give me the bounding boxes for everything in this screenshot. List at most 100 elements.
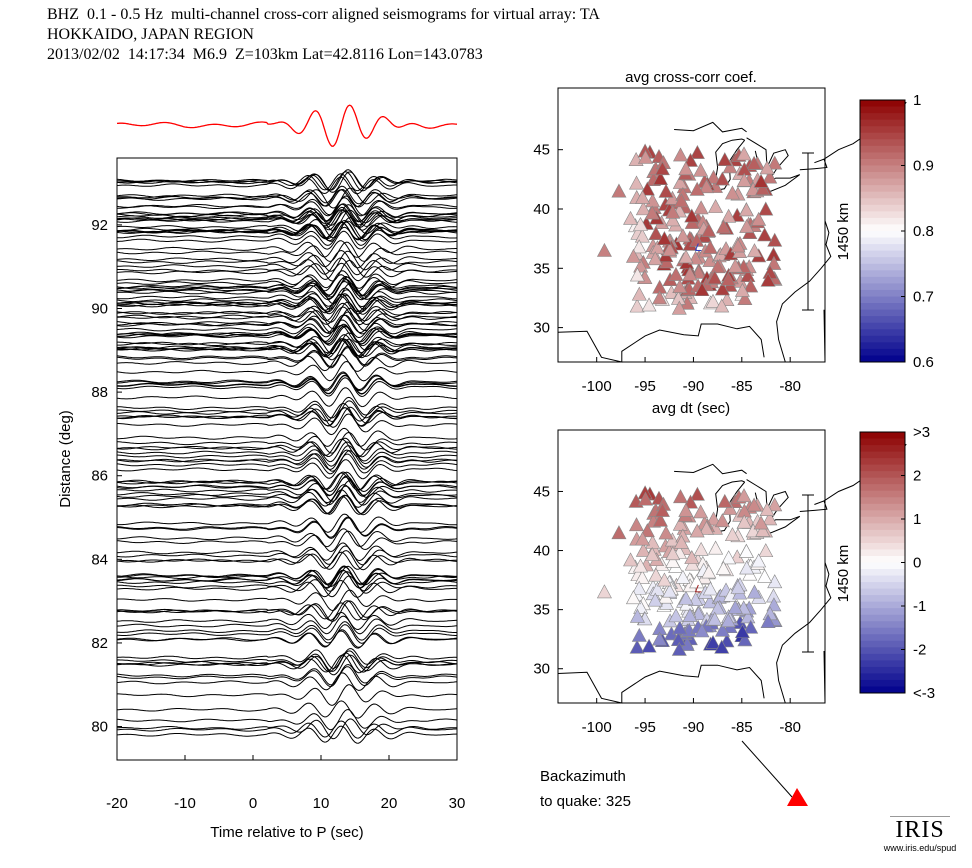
coastline <box>766 490 789 523</box>
station-triangle-icon <box>724 185 740 200</box>
seismogram-traces <box>116 169 458 744</box>
station-triangle-icon <box>701 222 717 237</box>
station-triangle-icon <box>706 511 722 526</box>
seismogram-trace <box>116 217 457 239</box>
seismogram-trace <box>116 720 458 739</box>
coastline <box>557 323 765 363</box>
y-tick-label: 84 <box>91 551 108 568</box>
station-triangle-icon <box>628 175 645 190</box>
station-triangle-icon <box>710 600 726 615</box>
x-tick-label: -85 <box>731 719 753 736</box>
x-tick-label: -80 <box>779 378 801 395</box>
station-triangle-icon <box>639 181 655 196</box>
map1-title: avg cross-corr coef. <box>625 69 757 86</box>
station-triangle-icon <box>623 210 639 225</box>
station-triangle-icon <box>689 181 705 196</box>
seismogram-trace <box>116 611 458 631</box>
colorbar-step <box>860 445 905 453</box>
backazimuth-arrow-line <box>741 740 793 798</box>
colorbar-step <box>860 614 905 622</box>
y-tick-label: 45 <box>533 142 550 159</box>
seismogram-trace <box>116 485 458 506</box>
seismogram-trace <box>116 371 458 391</box>
colorbar-step <box>860 355 905 363</box>
x-tick-label: -95 <box>634 719 656 736</box>
station-triangle-icon <box>738 543 754 558</box>
station-triangle-icon <box>611 183 627 198</box>
station-triangle-icon <box>714 298 730 313</box>
station-triangle-icon <box>635 201 651 216</box>
colorbar-step <box>860 158 905 166</box>
colorbar-step <box>860 165 905 173</box>
station-triangle-icon <box>727 599 743 614</box>
colorbar-cross-corr: 1 0.9 0.8 0.7 0.6 <box>859 92 934 371</box>
seismogram-trace <box>116 282 457 305</box>
y-tick-label: 86 <box>91 468 108 485</box>
seismogram-trace <box>117 484 458 504</box>
cross-corr-map-panel: avg cross-corr coef. -100 -95 -90 -85 -80 30 3… <box>533 69 907 395</box>
station-triangle-icon <box>734 624 750 639</box>
plot-frame <box>116 157 458 761</box>
station-triangle-icon <box>702 581 718 596</box>
seismogram-trace <box>116 652 458 673</box>
seismogram-trace <box>116 206 458 226</box>
seismogram-trace <box>116 621 457 641</box>
colorbar-step <box>860 113 905 121</box>
colorbar-step <box>860 575 905 583</box>
colorbar-step <box>860 132 905 140</box>
station-triangle-icon <box>631 239 647 254</box>
colorbar-step <box>860 660 905 668</box>
station-triangle-icon <box>647 251 663 266</box>
station-triangle-icon <box>738 202 754 217</box>
station-triangle-icon <box>629 298 645 313</box>
seismogram-trace <box>117 396 458 419</box>
station-triangle-icon <box>722 159 738 174</box>
seismogram-trace <box>116 654 458 676</box>
seismogram-trace <box>116 445 458 467</box>
colorbar-step <box>860 191 905 199</box>
title-line-1: BHZ 0.1 - 0.5 Hz multi-channel cross-cor… <box>47 6 600 23</box>
station-triangle-icon <box>596 242 612 257</box>
station-triangle-icon <box>760 272 776 287</box>
x-tick-label: -100 <box>582 719 612 736</box>
seismogram-trace <box>116 338 458 357</box>
seismogram-trace <box>116 528 458 548</box>
colorbar-step <box>860 119 905 127</box>
station-triangle-icon <box>596 584 612 599</box>
seismogram-trace <box>116 311 458 333</box>
x-tick-label: -85 <box>731 378 753 395</box>
seismogram-trace <box>116 204 458 226</box>
seismogram-trace <box>116 230 458 250</box>
colorbar-step <box>860 516 905 524</box>
seismogram-trace <box>116 302 458 322</box>
colorbar-step <box>860 562 905 570</box>
seismogram-trace <box>116 407 457 427</box>
seismogram-trace <box>116 377 458 398</box>
station-triangle-icon <box>678 590 694 605</box>
station-triangle-icon <box>637 491 654 506</box>
seismogram-trace <box>116 471 458 493</box>
station-triangle-icon <box>701 564 717 579</box>
seismogram-trace <box>117 259 458 282</box>
station-triangle-icon <box>714 639 730 654</box>
seismogram-trace <box>116 360 458 382</box>
colorbar-step <box>860 503 905 511</box>
seismogram-trace <box>116 517 458 539</box>
seismogram-trace <box>116 209 458 228</box>
colorbar-step <box>860 237 905 245</box>
seismogram-trace <box>116 240 457 258</box>
seismogram-trace <box>116 725 458 744</box>
record-section-panel: -20 -10 0 10 20 30 80 82 84 86 88 90 92 Time relativ… <box>57 104 465 841</box>
station-triangle-icon <box>639 523 655 538</box>
station-triangle-icon <box>720 271 736 286</box>
station-triangle-icon <box>673 489 689 504</box>
colorbar-step <box>860 152 905 160</box>
station-triangle-icon <box>637 149 654 164</box>
station-triangle-icon <box>665 204 681 219</box>
coastline <box>557 664 765 704</box>
station-triangle-icon <box>705 293 721 308</box>
station-triangle-icon <box>678 502 694 517</box>
colorbar-step <box>860 329 905 337</box>
colorbar-step <box>860 309 905 317</box>
seismogram-trace <box>116 600 458 621</box>
